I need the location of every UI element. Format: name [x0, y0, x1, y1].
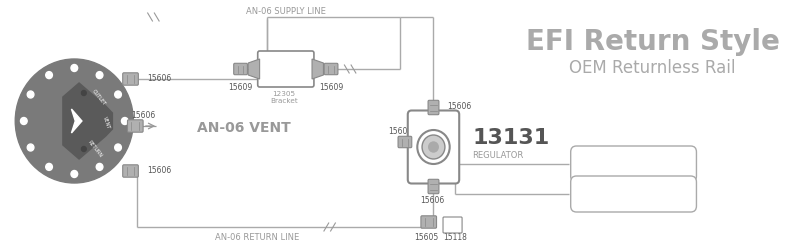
Circle shape: [422, 136, 445, 159]
Circle shape: [114, 92, 122, 98]
Circle shape: [122, 118, 128, 125]
Text: AN-06 VENT: AN-06 VENT: [198, 120, 291, 134]
Circle shape: [46, 164, 53, 171]
Text: 12321: 12321: [272, 60, 303, 69]
Text: Filter: Filter: [278, 71, 298, 80]
FancyBboxPatch shape: [421, 216, 437, 228]
FancyBboxPatch shape: [122, 74, 138, 86]
Circle shape: [96, 164, 103, 171]
Text: 15606: 15606: [447, 102, 471, 110]
Text: REGULATOR: REGULATOR: [473, 151, 524, 160]
FancyBboxPatch shape: [570, 176, 697, 212]
Circle shape: [82, 91, 86, 96]
Text: OUTLET: OUTLET: [91, 88, 107, 107]
Circle shape: [114, 144, 122, 152]
Text: 15118: 15118: [443, 232, 467, 241]
Text: AN-06 RETURN LINE: AN-06 RETURN LINE: [215, 232, 299, 241]
FancyBboxPatch shape: [127, 120, 143, 133]
Text: OEM Returnless Rail: OEM Returnless Rail: [570, 59, 736, 77]
FancyBboxPatch shape: [234, 64, 247, 76]
FancyBboxPatch shape: [443, 217, 462, 233]
Text: 12305
Bracket: 12305 Bracket: [270, 91, 298, 104]
FancyBboxPatch shape: [408, 111, 459, 184]
FancyBboxPatch shape: [122, 165, 138, 177]
Circle shape: [71, 65, 78, 72]
Circle shape: [418, 130, 450, 164]
Polygon shape: [248, 60, 260, 80]
Circle shape: [46, 72, 53, 79]
Polygon shape: [71, 110, 82, 134]
Text: VENT: VENT: [102, 116, 111, 130]
Text: 15606: 15606: [388, 127, 412, 136]
FancyBboxPatch shape: [398, 137, 412, 148]
Text: AN-06 SUPPLY LINE: AN-06 SUPPLY LINE: [246, 6, 326, 16]
Polygon shape: [312, 60, 323, 80]
Text: OEM Returnless Fuel Rail: OEM Returnless Fuel Rail: [586, 160, 681, 169]
Circle shape: [71, 171, 78, 178]
FancyBboxPatch shape: [258, 52, 314, 88]
Text: 15606: 15606: [146, 74, 171, 83]
FancyBboxPatch shape: [428, 180, 439, 194]
Text: 15609: 15609: [319, 83, 343, 92]
Circle shape: [15, 60, 134, 183]
Text: 15606: 15606: [131, 111, 156, 120]
Text: 13131: 13131: [473, 128, 550, 148]
Circle shape: [429, 142, 438, 152]
Text: RETURN: RETURN: [87, 139, 103, 158]
Text: 15609: 15609: [229, 83, 253, 92]
Circle shape: [21, 118, 27, 125]
FancyBboxPatch shape: [428, 101, 439, 115]
Polygon shape: [63, 84, 113, 159]
Text: 15606: 15606: [146, 166, 171, 175]
Circle shape: [27, 92, 34, 98]
Text: 15606: 15606: [421, 195, 445, 204]
Circle shape: [27, 144, 34, 152]
Text: 15605: 15605: [414, 232, 439, 241]
Circle shape: [96, 72, 103, 79]
Circle shape: [82, 147, 86, 152]
FancyBboxPatch shape: [324, 64, 338, 76]
Text: OEM Returnless Fuel Rail: OEM Returnless Fuel Rail: [586, 190, 681, 199]
Text: EFI Return Style: EFI Return Style: [526, 28, 779, 56]
FancyBboxPatch shape: [570, 146, 697, 182]
